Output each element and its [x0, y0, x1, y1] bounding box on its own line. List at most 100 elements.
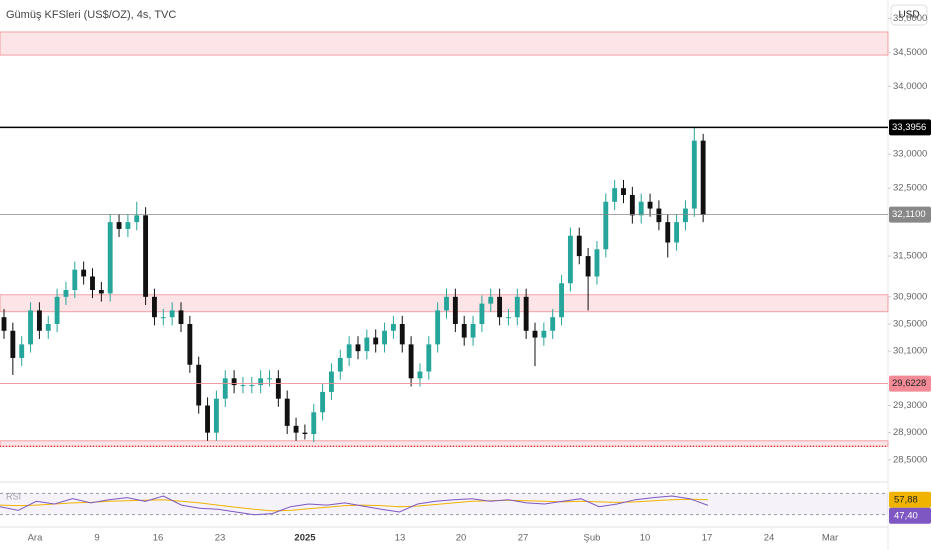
candle-body: [373, 337, 379, 345]
candle-body: [152, 296, 157, 318]
candle-body: [160, 317, 166, 319]
candle-body: [638, 201, 644, 216]
currency-button[interactable]: [890, 4, 928, 26]
candle-body: [523, 296, 529, 331]
candle-body: [426, 344, 432, 372]
candle-body: [532, 330, 538, 338]
y-tick-label: 30,5000: [893, 319, 927, 330]
candle-body: [178, 310, 184, 324]
candle-body: [222, 378, 228, 399]
candle-body: [594, 249, 600, 277]
candle-body: [249, 385, 255, 387]
candle-body: [382, 330, 387, 345]
y-tick-label: 34,0000: [893, 81, 927, 92]
candle-body: [134, 215, 140, 223]
x-tick-label: 16: [153, 533, 164, 544]
price-label-bg: [889, 375, 931, 392]
rsi-label-bg: [889, 491, 931, 508]
candle-body: [240, 385, 246, 387]
candle-body: [275, 378, 281, 399]
zone: [0, 440, 889, 447]
candle-body: [10, 330, 16, 358]
rsi-line: [0, 498, 709, 512]
candle-body: [567, 235, 573, 284]
candle-body: [417, 371, 423, 379]
currency[interactable]: USD: [898, 10, 919, 21]
candle-body: [81, 269, 87, 277]
candle-body: [337, 357, 343, 372]
price-label-bg: [889, 119, 931, 136]
candle-body: [541, 330, 547, 338]
candle-body: [302, 432, 308, 435]
rsi-label: RSI: [6, 491, 21, 501]
candle-body: [700, 140, 706, 215]
candle-body: [143, 215, 149, 297]
price-label: 33,3956: [892, 122, 926, 133]
candle-body: [213, 398, 219, 433]
candle-body: [364, 337, 370, 352]
zone: [0, 31, 889, 56]
y-tick-label: 28,5000: [893, 454, 927, 465]
candle-body: [54, 296, 60, 324]
candle-body: [452, 296, 458, 324]
candle-body: [72, 269, 78, 291]
candle-body: [691, 140, 697, 209]
rsi-label-bg: [889, 507, 931, 524]
y-tick-label: 30,9000: [893, 291, 927, 302]
candle-body: [674, 222, 680, 243]
candle-body: [390, 323, 396, 331]
candle-body: [116, 222, 122, 229]
candle-body: [346, 344, 352, 358]
candle-body: [629, 194, 635, 216]
candle-body: [514, 296, 520, 318]
x-tick-label: 24: [764, 533, 775, 544]
candle-body: [169, 310, 175, 318]
candle-body: [355, 344, 361, 352]
x-tick-label: 2025: [294, 533, 316, 544]
candle-body: [550, 317, 556, 331]
candle-body: [231, 378, 237, 386]
price-label: 29,6228: [892, 378, 926, 389]
x-tick-label: Ara: [28, 533, 44, 544]
candle-body: [665, 222, 671, 243]
candle-body: [320, 391, 326, 413]
candle-body: [621, 188, 626, 195]
candle-body: [479, 303, 485, 324]
candle-body: [576, 235, 582, 257]
candle-body: [435, 310, 441, 345]
candle-body: [63, 290, 69, 297]
y-tick-label: 34,5000: [893, 47, 927, 58]
x-tick-label: 17: [702, 533, 713, 544]
candle-body: [497, 296, 503, 318]
x-tick-label: 13: [395, 533, 406, 544]
rsi-line: [0, 495, 709, 516]
candle-body: [258, 378, 264, 386]
x-tick-label: 10: [640, 533, 651, 544]
candle-body: [647, 201, 653, 209]
candle-body: [267, 378, 272, 380]
candle-body: [19, 344, 25, 358]
x-tick-label: Mar: [822, 533, 838, 544]
y-tick-label: 30,1000: [893, 346, 927, 357]
rsi-label: 57,88: [894, 494, 918, 505]
candle-body: [603, 201, 609, 250]
candle-body: [187, 323, 193, 365]
candle-body: [205, 405, 210, 433]
candle-body: [585, 256, 591, 277]
candle-body: [612, 188, 618, 202]
candle-body: [506, 317, 511, 319]
candle-body: [36, 310, 42, 331]
y-tick-label: 31,5000: [893, 251, 927, 262]
candle-body: [461, 323, 467, 338]
candle-body: [45, 323, 51, 331]
x-tick-label: 20: [456, 533, 467, 544]
x-tick-label: 23: [215, 533, 226, 544]
candle-body: [329, 371, 334, 392]
chart-title: Gümüş KFSleri (US$/OZ), 4s, TVC: [6, 9, 176, 21]
rsi-label: 47,40: [894, 510, 918, 521]
zone: [0, 294, 889, 313]
candle-body: [284, 398, 290, 426]
candle-body: [311, 412, 317, 435]
candle-body: [408, 344, 414, 379]
